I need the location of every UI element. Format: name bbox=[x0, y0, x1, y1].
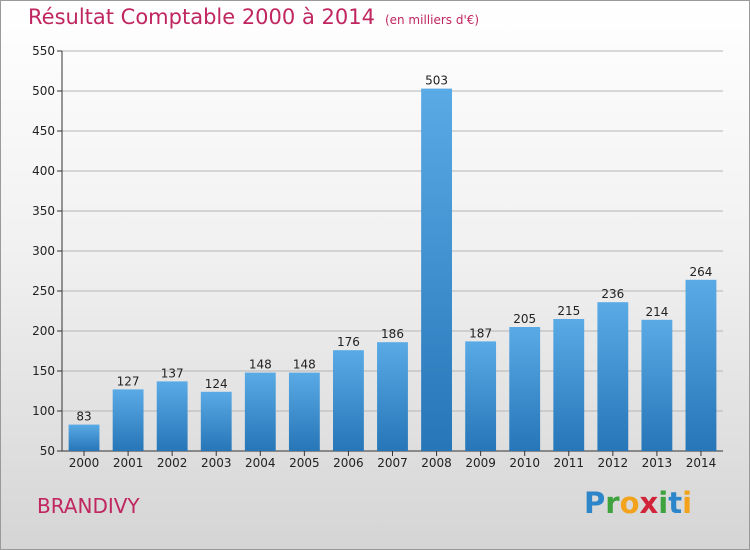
bar bbox=[112, 389, 144, 451]
bar bbox=[421, 88, 452, 451]
bar bbox=[553, 319, 585, 451]
x-tick-label: 2000 bbox=[69, 456, 100, 470]
x-tick-label: 2006 bbox=[333, 456, 364, 470]
y-tick-label: 150 bbox=[32, 364, 55, 378]
y-tick-label: 100 bbox=[32, 404, 55, 418]
value-label: 214 bbox=[645, 305, 668, 319]
bar bbox=[288, 372, 320, 451]
y-tick-label: 50 bbox=[40, 444, 55, 458]
y-tick-label: 450 bbox=[32, 124, 55, 138]
x-tick-label: 2004 bbox=[245, 456, 276, 470]
chart-title: Résultat Comptable 2000 à 2014 (en millie… bbox=[28, 5, 479, 29]
value-label: 503 bbox=[425, 74, 448, 88]
value-label: 124 bbox=[205, 377, 228, 391]
x-tick-label: 2013 bbox=[642, 456, 673, 470]
value-label: 176 bbox=[337, 335, 360, 349]
bars-layer bbox=[68, 88, 717, 451]
bar bbox=[509, 327, 541, 451]
logo-letter: r bbox=[605, 486, 620, 520]
x-tick-label: 2002 bbox=[157, 456, 188, 470]
x-tick-label: 2007 bbox=[377, 456, 408, 470]
bar bbox=[156, 381, 188, 451]
x-tick-label: 2003 bbox=[201, 456, 232, 470]
y-tick-label: 350 bbox=[32, 204, 55, 218]
y-tick-label: 550 bbox=[32, 44, 55, 58]
bar bbox=[68, 424, 100, 451]
labels-layer: 50 100 150 200 250 300 350 400 450 500 550 83 2000 12… bbox=[32, 44, 716, 470]
value-label: 186 bbox=[381, 327, 404, 341]
value-label: 264 bbox=[690, 265, 713, 279]
x-tick-label: 2008 bbox=[421, 456, 452, 470]
logo-letter: t bbox=[668, 486, 683, 520]
bar bbox=[333, 350, 364, 451]
chart-title-main: Résultat Comptable 2000 à 2014 bbox=[28, 5, 375, 29]
y-tick-label: 250 bbox=[32, 284, 55, 298]
logo-letter: i bbox=[682, 486, 693, 520]
value-label: 127 bbox=[117, 374, 140, 388]
bar bbox=[641, 319, 673, 451]
value-label: 148 bbox=[293, 358, 316, 372]
proxiti-logo: Proxiti bbox=[584, 486, 692, 520]
x-tick-label: 2010 bbox=[509, 456, 540, 470]
y-tick-label: 300 bbox=[32, 244, 55, 258]
bar bbox=[597, 302, 629, 451]
value-label: 148 bbox=[249, 358, 272, 372]
bar bbox=[465, 341, 497, 451]
bar bbox=[200, 391, 232, 451]
bar bbox=[377, 342, 408, 451]
place-name: BRANDIVY bbox=[37, 494, 140, 518]
logo-letter: o bbox=[619, 486, 640, 520]
x-tick-label: 2012 bbox=[598, 456, 629, 470]
value-label: 137 bbox=[161, 366, 184, 380]
x-tick-label: 2001 bbox=[113, 456, 144, 470]
y-tick-label: 500 bbox=[32, 84, 55, 98]
bar bbox=[244, 372, 276, 451]
y-tick-label: 400 bbox=[32, 164, 55, 178]
x-tick-label: 2009 bbox=[465, 456, 496, 470]
value-label: 187 bbox=[469, 326, 492, 340]
value-label: 205 bbox=[513, 312, 536, 326]
logo-letter: i bbox=[658, 486, 669, 520]
value-label: 83 bbox=[76, 410, 91, 424]
bar bbox=[685, 279, 717, 451]
logo-letter: P bbox=[584, 486, 606, 520]
x-tick-label: 2005 bbox=[289, 456, 320, 470]
value-label: 215 bbox=[557, 304, 580, 318]
logo-letter: x bbox=[639, 486, 659, 520]
value-label: 236 bbox=[601, 287, 624, 301]
x-tick-label: 2011 bbox=[553, 456, 584, 470]
chart-subtitle: (en milliers d'€) bbox=[384, 13, 480, 27]
y-tick-label: 200 bbox=[32, 324, 55, 338]
x-tick-label: 2014 bbox=[686, 456, 717, 470]
